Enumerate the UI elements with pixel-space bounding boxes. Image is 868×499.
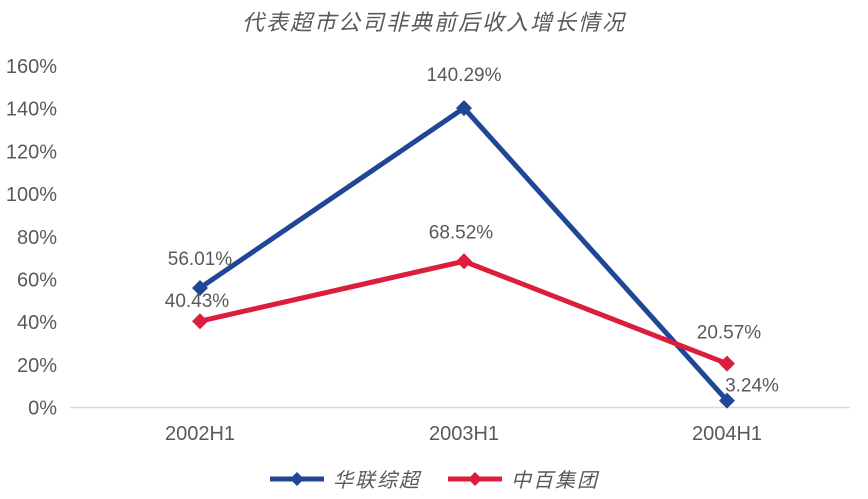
data-point-label: 3.24% xyxy=(725,376,779,397)
legend-diamond xyxy=(290,471,304,486)
data-point-label: 140.29% xyxy=(426,65,501,86)
data-point-marker xyxy=(719,355,735,372)
data-point-marker xyxy=(456,100,472,117)
x-category-label: 2003H1 xyxy=(429,423,499,445)
y-tick-label: 20% xyxy=(17,355,57,377)
line-diamond-marker-icon xyxy=(270,471,324,486)
data-point-marker xyxy=(719,392,735,409)
legend-label-series1: 华联综超 xyxy=(333,468,421,492)
y-tick-label: 140% xyxy=(6,99,57,121)
x-category-label: 2004H1 xyxy=(692,423,762,445)
data-point-label: 40.43% xyxy=(165,291,230,312)
y-tick-label: 80% xyxy=(17,227,57,249)
legend-item-series2[interactable]: 中百集团 xyxy=(447,464,599,493)
data-point-marker xyxy=(456,253,472,270)
y-tick-label: 160% xyxy=(6,56,57,78)
legend-item-series1[interactable]: 华联综超 xyxy=(269,464,421,493)
data-point-label: 68.52% xyxy=(429,222,494,243)
x-category-label: 2002H1 xyxy=(165,423,235,445)
line-diamond-marker-icon xyxy=(448,471,502,486)
data-point-label: 56.01% xyxy=(168,249,233,270)
chart-legend: 华联综超 中百集团 xyxy=(0,464,868,493)
chart-title: 代表超市公司非典前后收入增长情况 xyxy=(241,11,626,36)
y-tick-label: 40% xyxy=(17,312,57,334)
data-point-marker xyxy=(192,313,208,330)
y-tick-label: 60% xyxy=(17,269,57,291)
data-point-marker xyxy=(192,279,208,296)
y-tick-label: 120% xyxy=(6,141,57,163)
legend-label-series2: 中百集团 xyxy=(511,468,599,492)
y-tick-label: 0% xyxy=(28,398,57,420)
legend-diamond xyxy=(468,471,482,486)
y-tick-label: 100% xyxy=(6,184,57,206)
data-point-label: 20.57% xyxy=(697,323,762,344)
